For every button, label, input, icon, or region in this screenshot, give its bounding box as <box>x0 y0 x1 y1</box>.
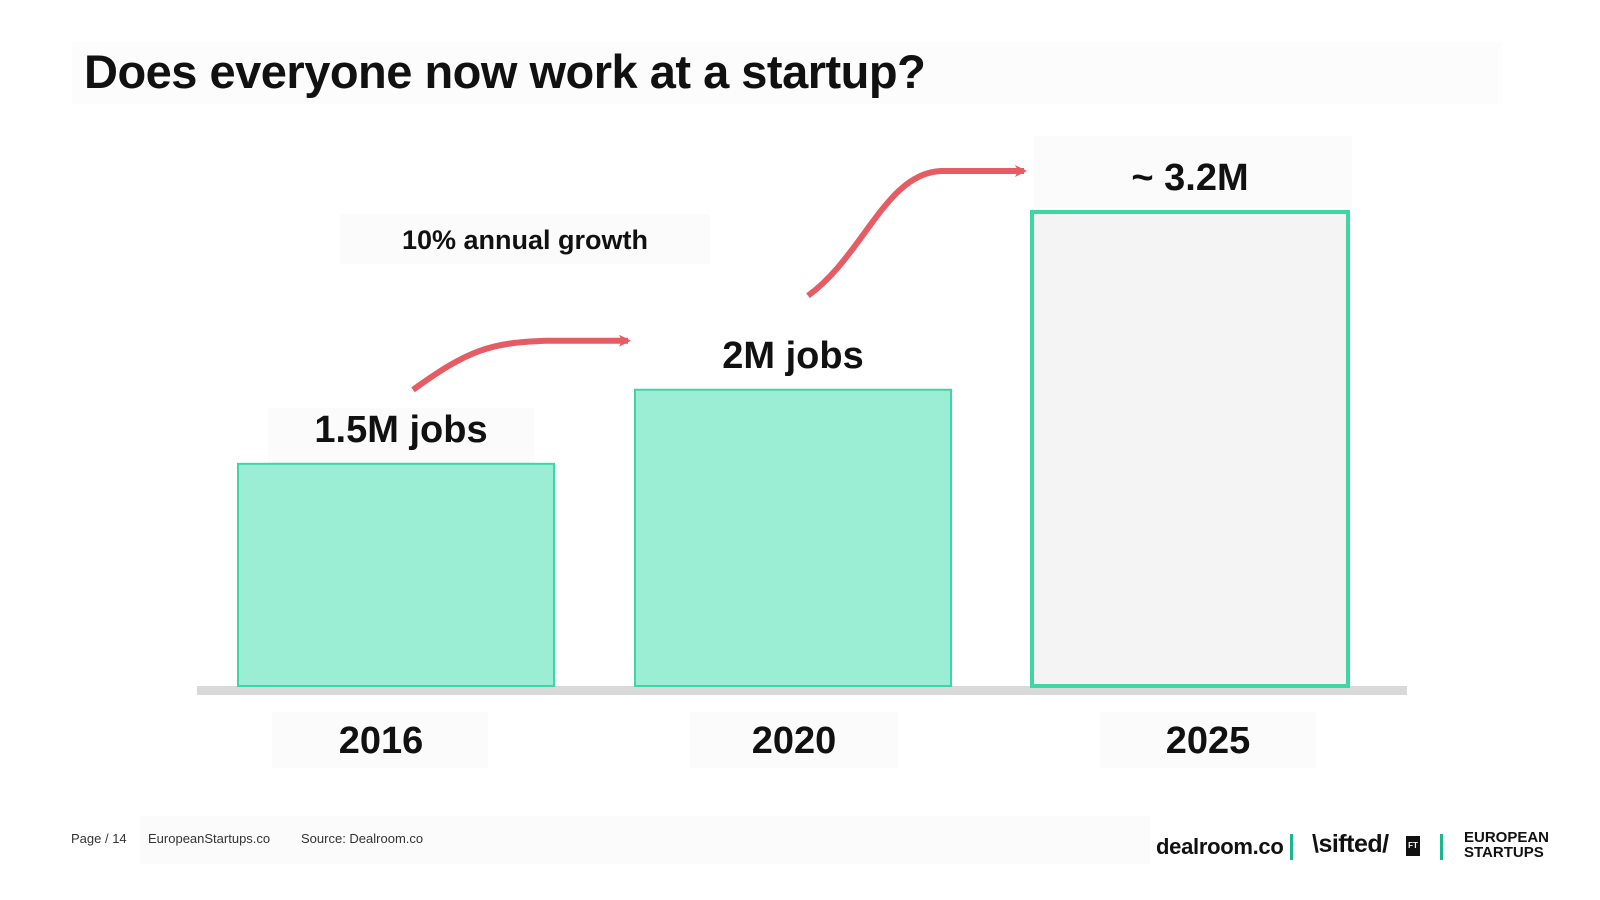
title-band <box>72 42 1502 104</box>
data-label-2016: 1.5M jobs <box>314 409 487 451</box>
slide-title: Does everyone now work at a startup? <box>84 45 926 98</box>
european-startups-line1: EUROPEAN <box>1464 829 1550 846</box>
bar-2025 <box>1030 210 1350 688</box>
label-band-2025 <box>1034 136 1352 208</box>
category-label-2020: 2020 <box>752 720 837 762</box>
european-startups-line2: STARTUPS <box>1464 844 1544 861</box>
logo-separator <box>1290 834 1293 860</box>
dealroom-logo: dealroom.co <box>1156 834 1284 859</box>
growth-arrows <box>411 165 1027 393</box>
cat-band-2016 <box>272 712 488 768</box>
annotation-band <box>340 214 710 264</box>
bars-group <box>237 210 1350 688</box>
ft-logo: FT <box>1406 836 1420 856</box>
bar-2016 <box>237 462 555 687</box>
footer-site-link[interactable]: EuropeanStartups.co <box>148 831 271 846</box>
growth-arrow-1 <box>411 334 631 393</box>
footer-band <box>140 816 1150 864</box>
category-label-2016: 2016 <box>339 720 424 762</box>
growth-arrow-2 <box>806 165 1027 299</box>
bar-2020 <box>634 388 952 687</box>
category-label-2025: 2025 <box>1166 720 1251 762</box>
footer-source: Source: Dealroom.co <box>301 831 424 846</box>
logo-separator <box>1440 834 1443 860</box>
growth-annotation: 10% annual growth <box>402 225 648 255</box>
page-number: Page / 14 <box>71 831 127 846</box>
chart-baseline <box>197 686 1407 695</box>
data-label-2025: ~ 3.2M <box>1131 157 1248 199</box>
cat-band-2020 <box>690 712 898 768</box>
data-label-2020: 2M jobs <box>722 335 863 377</box>
labels-group: 1.5M jobs 2016 2M jobs 2020 ~ 3.2M 2025 <box>314 157 1250 762</box>
european-startups-logo: EUROPEAN STARTUPS <box>1464 830 1549 860</box>
cat-band-2025 <box>1100 712 1316 768</box>
sifted-logo: \sifted/ <box>1312 830 1389 858</box>
